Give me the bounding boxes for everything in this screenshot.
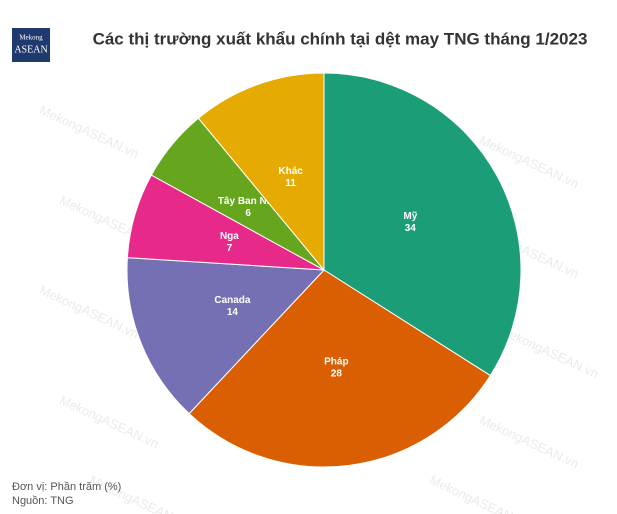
pie-slice bbox=[197, 72, 325, 272]
slice-label: Mỹ bbox=[403, 211, 417, 222]
slice-label: Khác bbox=[278, 166, 303, 177]
pie-slice bbox=[323, 72, 522, 377]
pie-slice bbox=[188, 269, 492, 468]
watermark: MekongASEAN.vn bbox=[497, 322, 601, 381]
watermark: MekongASEAN.vn bbox=[37, 102, 141, 161]
chart-title: Các thị trường xuất khẩu chính tại dệt m… bbox=[93, 29, 588, 48]
watermark: MekongASEAN.vn bbox=[477, 412, 581, 471]
slice-value: 28 bbox=[331, 368, 343, 379]
logo-text: Mekong bbox=[19, 34, 43, 42]
pie-slice bbox=[126, 257, 326, 415]
slice-label: Nga bbox=[220, 231, 239, 242]
note: Nguồn: TNG bbox=[12, 495, 74, 507]
slice-value: 6 bbox=[245, 208, 251, 219]
slice-value: 14 bbox=[227, 307, 239, 318]
slice-value: 7 bbox=[227, 243, 233, 254]
slice-label: Tây Ban Nha bbox=[218, 196, 279, 207]
watermark: MekongASEAN.vn bbox=[87, 472, 191, 514]
slice-value: 34 bbox=[405, 223, 417, 234]
slice-value: 11 bbox=[285, 178, 296, 189]
logo-box bbox=[12, 28, 50, 62]
watermark: MekongASEAN.vn bbox=[57, 392, 161, 451]
watermark: MekongASEAN.vn bbox=[37, 282, 141, 341]
logo-text: ASEAN bbox=[14, 44, 47, 55]
note: Đơn vị: Phần trăm (%) bbox=[12, 481, 121, 493]
slice-label: Pháp bbox=[324, 356, 348, 367]
slice-label: Canada bbox=[214, 295, 251, 306]
watermark: MekongASEAN.vn bbox=[427, 472, 531, 514]
